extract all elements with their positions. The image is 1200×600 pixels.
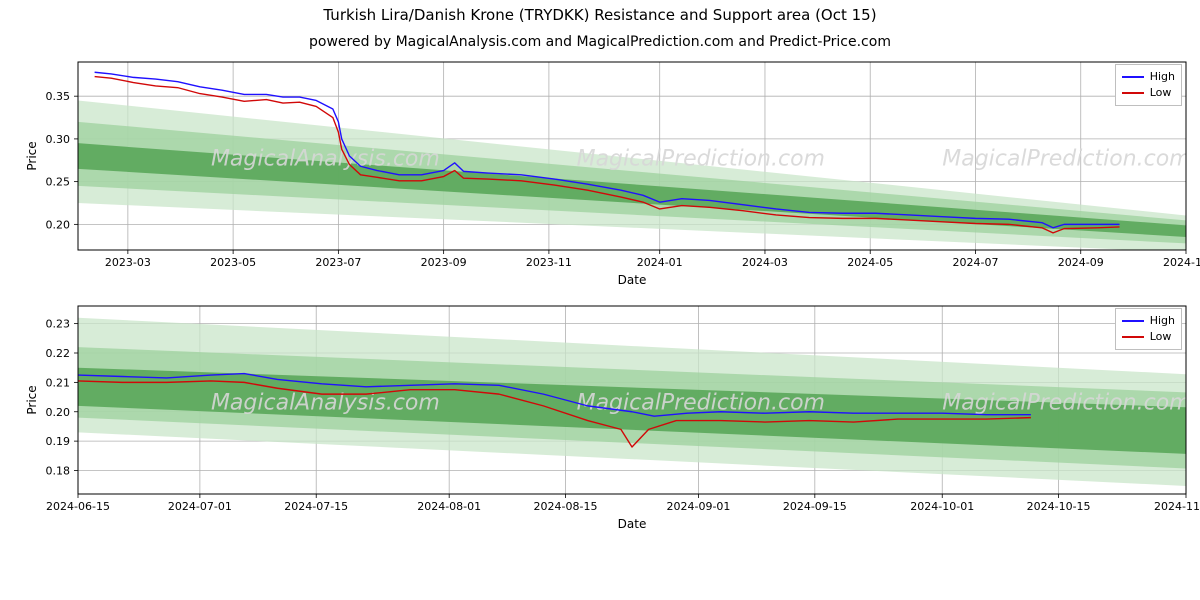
svg-text:2023-09: 2023-09 [421, 256, 467, 269]
legend: High Low [1115, 308, 1182, 350]
legend-label-high: High [1150, 69, 1175, 85]
svg-text:2024-09-01: 2024-09-01 [667, 500, 731, 513]
svg-text:2024-08-01: 2024-08-01 [417, 500, 481, 513]
svg-text:0.18: 0.18 [46, 465, 71, 478]
svg-text:2024-07: 2024-07 [952, 256, 998, 269]
svg-text:MagicalPrediction.com: MagicalPrediction.com [942, 146, 1190, 171]
top-chart: MagicalAnalysis.com MagicalPrediction.com… [0, 54, 1200, 292]
svg-text:Date: Date [618, 517, 647, 531]
legend-label-high: High [1150, 313, 1175, 329]
svg-text:2024-08-15: 2024-08-15 [534, 500, 598, 513]
svg-text:2023-03: 2023-03 [105, 256, 151, 269]
svg-text:2024-07-15: 2024-07-15 [284, 500, 348, 513]
svg-text:2024-06-15: 2024-06-15 [46, 500, 110, 513]
svg-text:Date: Date [618, 273, 647, 287]
svg-text:2024-11: 2024-11 [1163, 256, 1200, 269]
svg-text:0.35: 0.35 [46, 90, 71, 103]
svg-text:MagicalPrediction.com: MagicalPrediction.com [942, 390, 1190, 415]
svg-text:0.21: 0.21 [46, 376, 71, 389]
legend-item-high: High [1122, 313, 1175, 329]
chart-subtitle: powered by MagicalAnalysis.com and Magic… [0, 34, 1200, 50]
svg-text:0.20: 0.20 [46, 218, 71, 231]
svg-text:2023-07: 2023-07 [315, 256, 361, 269]
legend-item-low: Low [1122, 85, 1175, 101]
svg-text:Price: Price [25, 141, 39, 170]
svg-text:Price: Price [25, 385, 39, 414]
legend-label-low: Low [1150, 329, 1172, 345]
svg-text:0.23: 0.23 [46, 318, 71, 331]
legend: High Low [1115, 64, 1182, 106]
svg-text:2023-11: 2023-11 [526, 256, 572, 269]
figure: { "title": "Turkish Lira/Danish Krone (T… [0, 6, 1200, 600]
svg-text:2023-05: 2023-05 [210, 256, 256, 269]
svg-text:2024-11-01: 2024-11-01 [1154, 500, 1200, 513]
legend-item-low: Low [1122, 329, 1175, 345]
svg-text:2024-09: 2024-09 [1058, 256, 1104, 269]
svg-text:2024-10-15: 2024-10-15 [1027, 500, 1091, 513]
svg-text:MagicalPrediction.com: MagicalPrediction.com [577, 146, 825, 171]
svg-text:2024-03: 2024-03 [742, 256, 788, 269]
svg-text:0.20: 0.20 [46, 406, 71, 419]
svg-text:MagicalPrediction.com: MagicalPrediction.com [577, 390, 825, 415]
svg-text:2024-01: 2024-01 [637, 256, 683, 269]
svg-text:0.19: 0.19 [46, 435, 71, 448]
svg-text:2024-07-01: 2024-07-01 [168, 500, 232, 513]
bottom-chart: MagicalAnalysis.comMagicalPrediction.com… [0, 298, 1200, 536]
svg-text:0.30: 0.30 [46, 133, 71, 146]
legend-item-high: High [1122, 69, 1175, 85]
svg-text:2024-10-01: 2024-10-01 [910, 500, 974, 513]
svg-text:2024-09-15: 2024-09-15 [783, 500, 847, 513]
svg-text:0.22: 0.22 [46, 347, 71, 360]
svg-text:0.25: 0.25 [46, 176, 71, 189]
chart-title: Turkish Lira/Danish Krone (TRYDKK) Resis… [0, 6, 1200, 24]
svg-text:2024-05: 2024-05 [847, 256, 893, 269]
legend-label-low: Low [1150, 85, 1172, 101]
svg-text:MagicalAnalysis.com: MagicalAnalysis.com [211, 146, 440, 171]
